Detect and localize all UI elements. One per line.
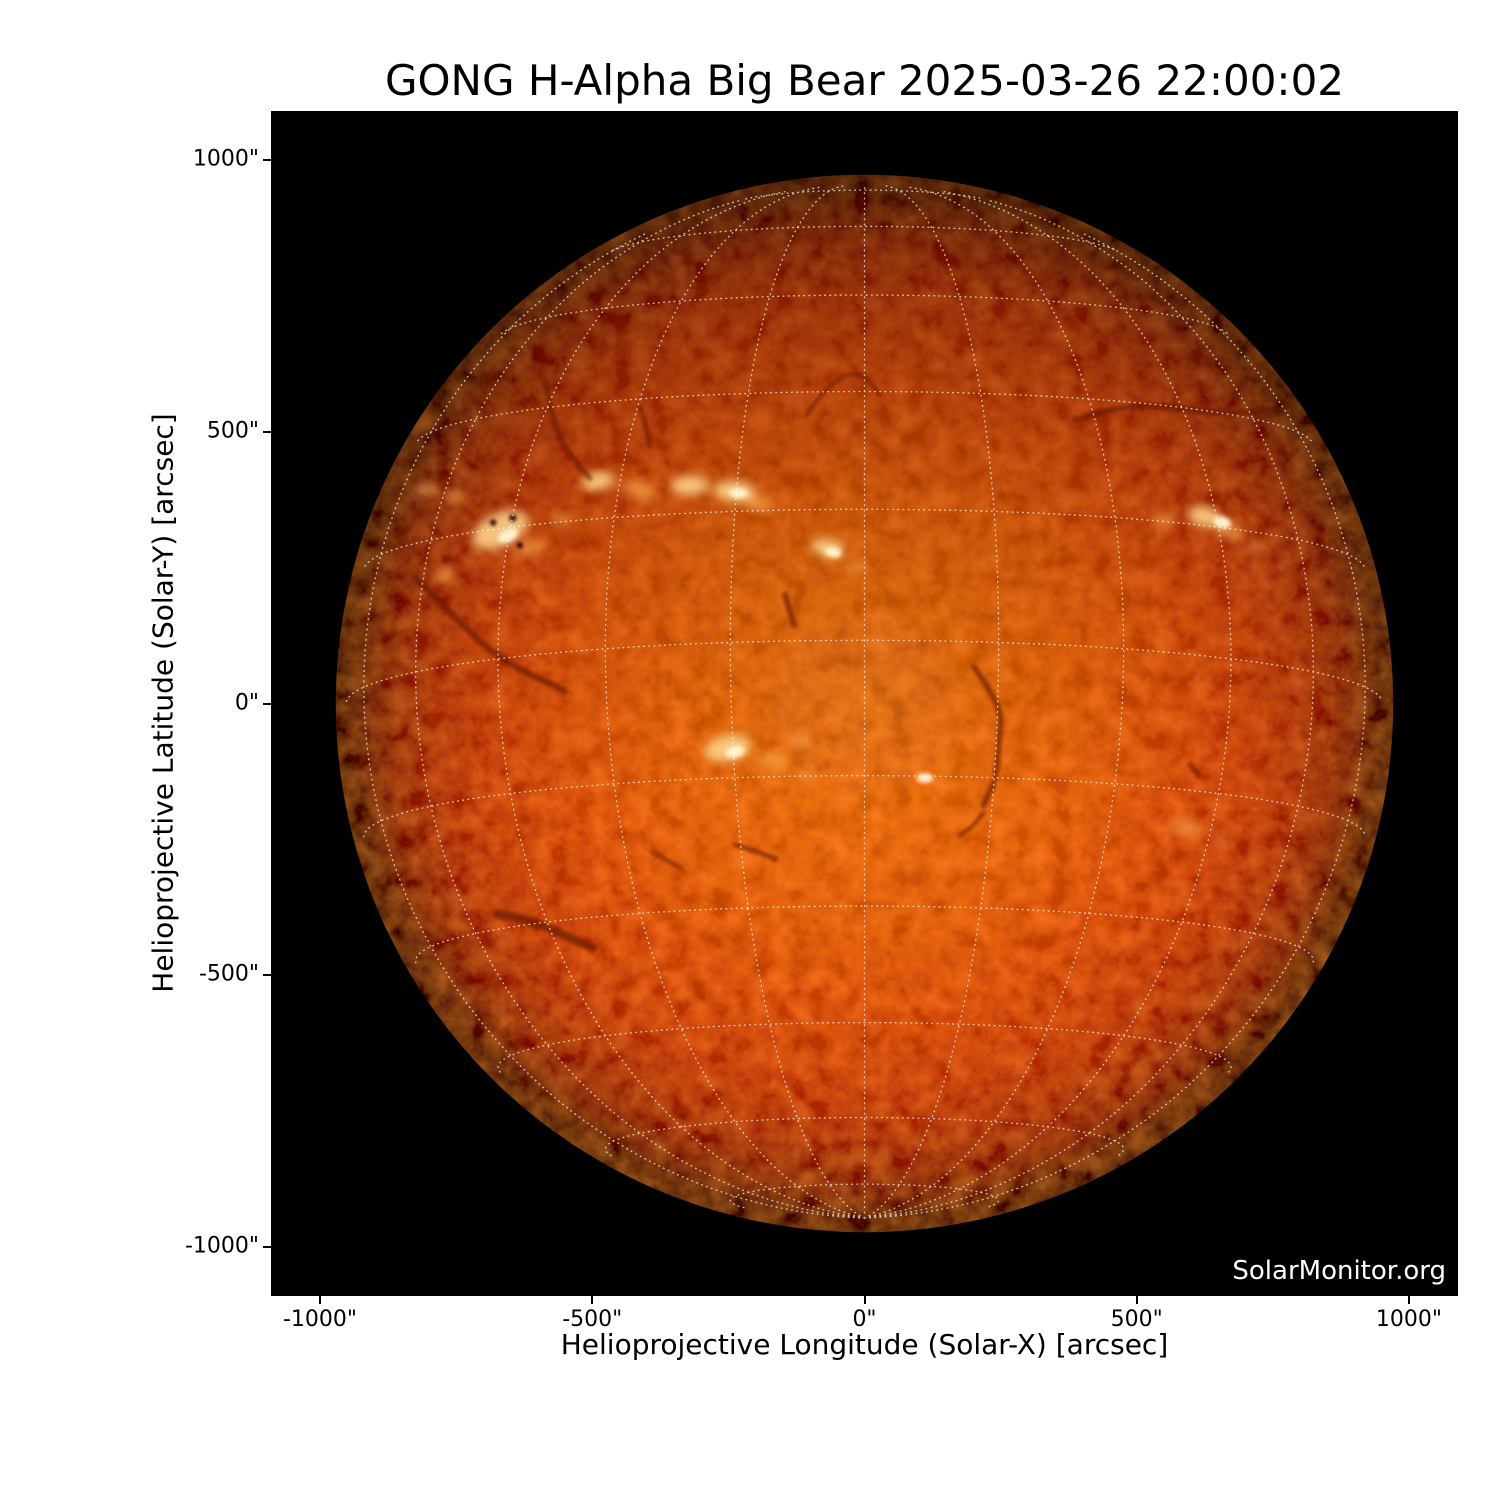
y-tick-mark: [263, 158, 271, 161]
x-axis-label: Helioprojective Longitude (Solar-X) [arc…: [560, 1328, 1169, 1361]
y-tick-mark: [263, 974, 271, 977]
x-tick-label: 500": [1110, 1307, 1163, 1332]
x-tick-label: -1000": [282, 1307, 358, 1332]
y-tick-label: 0": [234, 690, 259, 715]
y-tick-mark: [263, 702, 271, 705]
heliographic-grid: [345, 184, 1384, 1219]
page-title: GONG H-Alpha Big Bear 2025-03-26 22:00:0…: [384, 56, 1345, 105]
y-tick-label: -500": [198, 961, 259, 987]
sun-disk-image: [271, 111, 1458, 1296]
y-tick-label: 1000": [192, 146, 259, 172]
x-tick-label: 1000": [1375, 1307, 1443, 1332]
x-tick-mark: [863, 1296, 866, 1304]
x-tick-mark: [591, 1296, 594, 1304]
x-tick-mark: [1407, 1296, 1410, 1304]
y-axis-label: Helioprojective Latitude (Solar-Y) [arcs…: [146, 413, 180, 993]
x-tick-label: -500": [562, 1307, 623, 1332]
y-tick-mark: [263, 1246, 271, 1249]
y-tick-label: -1000": [184, 1233, 259, 1259]
solar-image-plot: SolarMonitor.org: [271, 111, 1458, 1296]
x-tick-mark: [1135, 1296, 1138, 1304]
y-tick-label: 500": [206, 418, 259, 444]
plage-cores: [497, 488, 1232, 783]
x-tick-label: 0": [852, 1307, 877, 1332]
watermark-text: SolarMonitor.org: [1232, 1256, 1446, 1286]
x-tick-mark: [319, 1296, 321, 1304]
y-tick-mark: [263, 430, 271, 433]
